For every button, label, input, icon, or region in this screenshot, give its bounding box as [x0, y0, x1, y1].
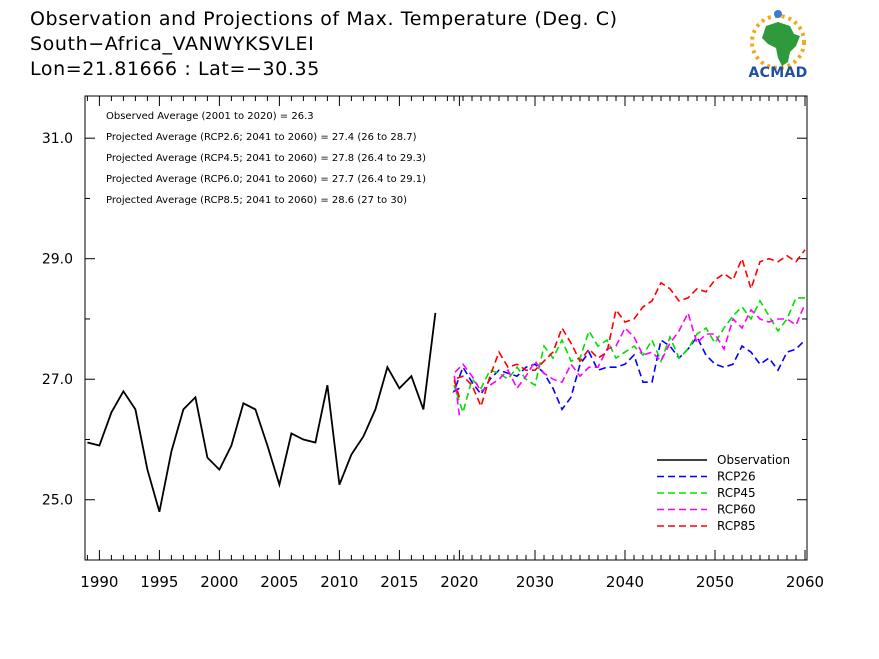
- x-tick-label: 2010: [320, 573, 358, 591]
- y-tick-label: 27.0: [42, 372, 73, 388]
- legend-label: RCP85: [717, 519, 756, 533]
- annotation-line: Observed Average (2001 to 2020) = 26.3: [106, 111, 314, 122]
- plot-frame: [84, 95, 808, 561]
- chart-title: Observation and Projections of Max. Temp…: [30, 8, 618, 30]
- legend-label: RCP45: [717, 486, 756, 500]
- legend: Observation RCP26 RCP45 RCP60 RCP85: [657, 453, 790, 533]
- x-tick-label: 1995: [140, 573, 178, 591]
- x-tick-label: 2005: [260, 573, 298, 591]
- series-line-rcp85: [453, 249, 806, 409]
- y-tick-label: 25.0: [42, 493, 73, 509]
- annotation-line: Projected Average (RCP8.5; 2041 to 2060)…: [106, 195, 407, 206]
- legend-label: RCP26: [717, 470, 756, 484]
- x-tick-label: 2015: [380, 573, 418, 591]
- legend-label: RCP60: [717, 503, 756, 517]
- africa-map-icon: [762, 22, 800, 66]
- acmad-logo: [750, 10, 806, 70]
- series-line-observation: [87, 312, 437, 513]
- acmad-logo-text: ACMAD: [748, 65, 808, 81]
- y-axis: 25.0 27.0 29.0 31.0: [42, 131, 807, 561]
- legend-label: Observation: [717, 453, 790, 467]
- x-tick-label: 1990: [80, 573, 118, 591]
- annotations: Observed Average (2001 to 2020) = 26.3 Pr…: [106, 111, 426, 206]
- series-line-rcp45: [453, 297, 805, 416]
- x-tick-label: 2030: [516, 573, 554, 591]
- y-tick-label: 31.0: [42, 131, 73, 147]
- series-layer: [87, 249, 806, 513]
- x-tick-label: 2020: [440, 573, 478, 591]
- series-line-rcp26: [452, 335, 806, 411]
- annotation-line: Projected Average (RCP6.0; 2041 to 2060)…: [106, 174, 426, 185]
- x-tick-label: 2040: [606, 573, 644, 591]
- x-tick-label: 2000: [200, 573, 238, 591]
- x-tick-label: 2060: [786, 573, 824, 591]
- station-name: South−Africa_VANWYKSVLEI: [30, 33, 315, 55]
- x-tick-label: 2050: [696, 573, 734, 591]
- x-axis: 1990 1995 2000 2005 2010 2015 2020 2030 2040 2050…: [80, 96, 824, 591]
- y-tick-label: 29.0: [42, 252, 73, 268]
- station-coordinates: Lon=21.81666 : Lat=−30.35: [30, 58, 320, 80]
- annotation-line: Projected Average (RCP2.6; 2041 to 2060)…: [106, 132, 417, 143]
- annotation-line: Projected Average (RCP4.5; 2041 to 2060)…: [106, 153, 426, 164]
